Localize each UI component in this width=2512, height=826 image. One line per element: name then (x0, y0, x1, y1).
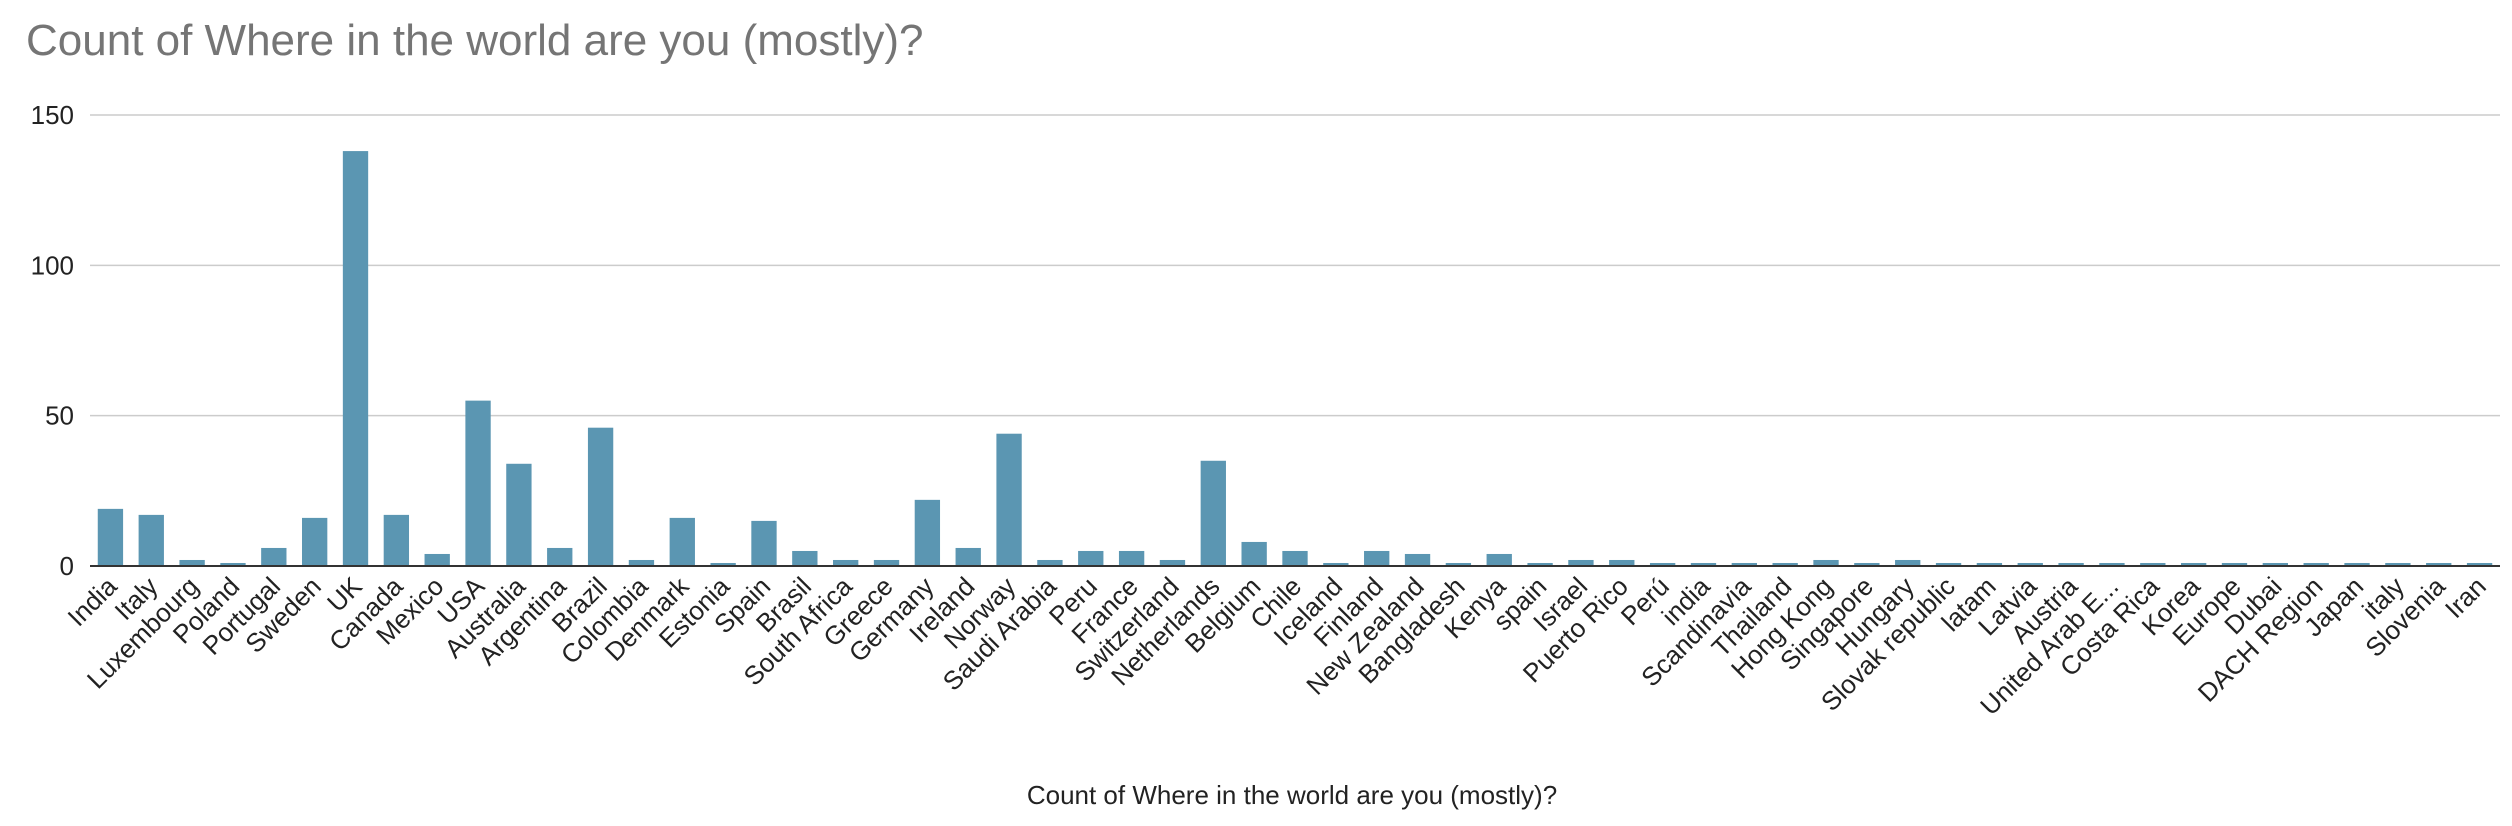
bar-saudi-arabia (1037, 559, 1063, 566)
bar-greece (873, 559, 900, 566)
bar-slovenia (2426, 562, 2452, 566)
chart-title: Count of Where in the world are you (mos… (26, 16, 924, 65)
bar-brasil (792, 550, 818, 566)
bar-austria (2058, 562, 2084, 566)
bar-italy (138, 514, 164, 566)
bar-argentina (547, 547, 573, 566)
bar-italy (2385, 562, 2411, 566)
y-tick-label: 150 (31, 100, 74, 130)
bar-belgium (1241, 541, 1267, 566)
bar-norway (996, 433, 1022, 566)
bar-israel (1568, 559, 1594, 566)
bar-dach-region (2303, 562, 2329, 566)
bar-ireland (955, 547, 981, 566)
bar-brazil (587, 427, 614, 566)
y-tick-label: 50 (45, 401, 74, 431)
bar-india (97, 508, 124, 566)
bar-latam (1976, 562, 2003, 566)
bar-portugal (261, 547, 287, 566)
bar-chile (1282, 550, 1308, 566)
bar-spain (1527, 562, 1553, 566)
bar-switzerland (1159, 559, 1186, 566)
bar-scandinavia (1731, 562, 1757, 566)
x-axis-title: Count of Where in the world are you (mos… (1027, 780, 1557, 810)
bar-denmark (669, 517, 695, 566)
bar-hungary (1895, 559, 1921, 566)
bar-europe (2221, 562, 2248, 566)
bar-new-zealand (1404, 553, 1431, 566)
bar-costa-rica (2140, 562, 2166, 566)
bar-finland (1364, 550, 1390, 566)
bar-singapore (1854, 562, 1880, 566)
bars (97, 151, 2493, 566)
bar-estonia (710, 562, 736, 566)
y-axis-ticks: 0 50 100 150 (31, 100, 74, 581)
bar-latvia (2017, 562, 2043, 566)
category-labels: IndiaItalyLuxembourgPolandPortugalSweden… (62, 570, 2492, 721)
bar-slovak-republic (1935, 562, 1962, 566)
bar-bangladesh (1445, 562, 1472, 566)
x-category-label: Iran (2439, 571, 2492, 624)
bar-germany (914, 499, 941, 566)
bar-canada (383, 514, 410, 566)
bar-usa (465, 400, 491, 566)
gridlines (90, 114, 2500, 417)
bar-dubai (2262, 562, 2289, 566)
bar-australia (506, 463, 532, 566)
bar-united-arab-e (2099, 562, 2125, 566)
bar-mexico (424, 553, 450, 566)
bar-korea (2180, 562, 2207, 566)
bar-per (1649, 562, 1676, 566)
bar-kenya (1486, 553, 1512, 566)
bar-south-africa (833, 559, 859, 566)
bar-colombia (628, 559, 655, 566)
bar-puerto-rico (1609, 559, 1635, 566)
bar-france (1118, 550, 1145, 566)
bar-poland (220, 562, 246, 566)
bar-luxembourg (179, 559, 205, 566)
y-tick-label: 0 (60, 551, 74, 581)
bar-spain (751, 520, 777, 566)
bar-india (1690, 562, 1717, 566)
bar-peru (1078, 550, 1104, 566)
y-tick-label: 100 (31, 250, 74, 280)
bar-japan (2344, 562, 2370, 566)
bar-netherlands (1200, 460, 1226, 566)
bar-iran (2466, 562, 2493, 566)
bar-uk (342, 151, 369, 566)
bar-sweden (301, 517, 328, 566)
bar-hong-kong (1813, 559, 1839, 566)
bar-thailand (1772, 562, 1798, 566)
bar-iceland (1323, 562, 1349, 566)
